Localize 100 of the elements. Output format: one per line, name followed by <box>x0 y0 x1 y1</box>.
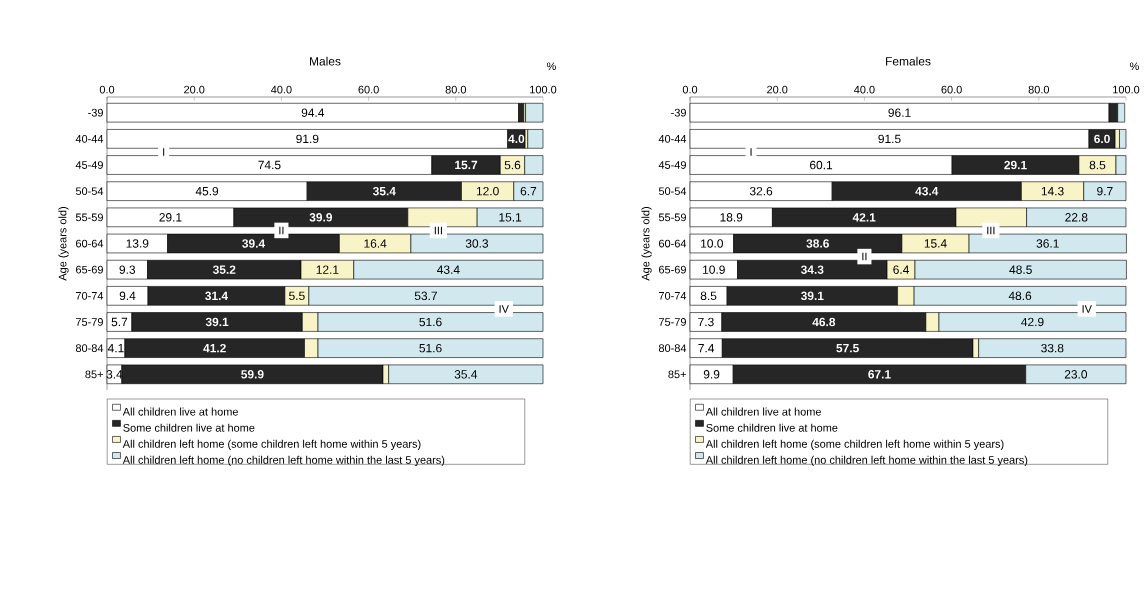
data-label: 36.1 <box>1036 239 1059 248</box>
data-label: 39.1 <box>800 291 824 301</box>
data-label: 12.0 <box>476 186 499 196</box>
x-axis-title: % <box>546 62 556 71</box>
data-label: 32.6 <box>749 186 773 196</box>
y-tick-label: 70-74 <box>659 291 687 300</box>
y-tick-label: 60-64 <box>76 239 104 248</box>
data-label: 18.9 <box>720 213 743 222</box>
annotation: II <box>279 226 284 235</box>
data-label: 41.2 <box>203 343 226 353</box>
data-label: 9.3 <box>119 265 136 274</box>
data-label: 8.5 <box>700 291 717 301</box>
y-tick-label: 50-54 <box>658 187 687 196</box>
data-label: 4.0 <box>508 134 525 144</box>
data-label: 59.9 <box>241 370 264 379</box>
x-tick-label: 0.0 <box>99 85 115 94</box>
legend-label: Some children live at home <box>123 423 255 432</box>
data-label: 43.4 <box>915 186 939 196</box>
data-label: 14.3 <box>1041 186 1064 196</box>
y-tick-label: 65-69 <box>76 265 103 274</box>
y-tick-label: 80-84 <box>658 344 687 353</box>
data-label: 42.9 <box>1021 317 1044 327</box>
legend-label: All children live at home <box>705 407 821 416</box>
data-label: 39.4 <box>242 239 266 248</box>
legend-label: All children left home (some children left home within 5 years) <box>122 439 421 450</box>
data-label: 51.6 <box>419 317 442 327</box>
data-label: 35.2 <box>212 265 236 274</box>
x-tick-label: 100.0 <box>530 85 557 94</box>
data-label: 94.4 <box>301 108 325 117</box>
data-label: 34.3 <box>800 265 824 274</box>
data-label: 60.1 <box>810 160 833 170</box>
y-tick-label: 85+ <box>668 370 686 379</box>
y-tick-label: 45-49 <box>75 161 103 169</box>
data-label: 9.9 <box>703 370 720 379</box>
legend-label: All children live at home <box>122 407 238 416</box>
data-label: 67.1 <box>868 370 891 379</box>
data-label: 43.4 <box>437 265 460 274</box>
data-label: 51.6 <box>419 343 442 353</box>
data-label: 22.8 <box>1065 213 1088 222</box>
data-label: 10.0 <box>701 239 723 248</box>
data-label: 15.1 <box>499 213 522 222</box>
data-label: 12.1 <box>316 265 339 274</box>
data-label: 39.1 <box>205 317 229 327</box>
legend-label: Some children live at home <box>706 423 838 432</box>
y-axis-title: Age (years old) <box>58 207 69 281</box>
data-label: 48.6 <box>1008 291 1032 301</box>
annotation: II <box>862 252 867 261</box>
x-tick-label: 40.0 <box>270 85 292 94</box>
data-label: 8.5 <box>1089 160 1106 170</box>
x-tick-label: 0.0 <box>682 85 698 94</box>
data-label: 74.5 <box>258 160 281 170</box>
data-label: 38.6 <box>806 239 829 248</box>
y-tick-label: 70-74 <box>76 291 104 300</box>
data-label: 35.4 <box>454 370 478 379</box>
annotation: IV <box>1082 305 1092 313</box>
y-tick-label: 75-79 <box>659 318 686 326</box>
annotation: IV <box>499 305 509 313</box>
y-tick-label: 50-54 <box>75 187 104 196</box>
y-tick-label: -39 <box>671 108 686 117</box>
y-tick-label: 65-69 <box>659 265 686 274</box>
legend-label: All children left home (no children left home within the last 5 years) <box>122 455 445 467</box>
data-label: 57.5 <box>836 343 859 353</box>
data-label: 6.4 <box>893 265 909 274</box>
data-label: 30.3 <box>465 239 489 248</box>
data-label: 7.3 <box>698 317 714 327</box>
data-label: 7.4 <box>698 344 715 353</box>
data-label: 16.4 <box>364 239 387 248</box>
y-tick-label: 80-84 <box>75 344 104 353</box>
data-label: 13.9 <box>126 239 149 248</box>
data-label: 15.4 <box>924 239 947 248</box>
chart-title: Females <box>886 56 931 66</box>
y-tick-label: 40-44 <box>658 134 687 143</box>
data-label: 96.1 <box>888 108 911 117</box>
data-label: 33.8 <box>1041 343 1064 353</box>
data-label: 42.1 <box>852 213 876 222</box>
annotation: III <box>987 226 995 235</box>
data-label: 46.8 <box>812 317 836 327</box>
data-label: 31.4 <box>205 291 228 301</box>
data-label: 5.5 <box>289 291 305 300</box>
y-tick-label: 40-44 <box>75 134 104 143</box>
data-label: 53.7 <box>414 291 437 301</box>
data-label: 9.7 <box>1097 186 1113 196</box>
annotation: I <box>163 148 165 156</box>
data-label: 48.5 <box>1009 265 1032 274</box>
x-tick-label: 60.0 <box>358 85 379 94</box>
data-label: 6.7 <box>520 186 537 196</box>
data-label: 9.4 <box>119 291 136 301</box>
data-label: 10.9 <box>703 265 725 274</box>
x-tick-label: 100.0 <box>1113 85 1140 94</box>
data-label: 45.9 <box>195 186 219 196</box>
x-tick-label: 80.0 <box>1028 85 1050 94</box>
y-tick-label: 60-64 <box>659 239 687 248</box>
data-label: 91.5 <box>878 134 901 144</box>
data-label: 5.6 <box>504 160 521 170</box>
y-tick-label: 85+ <box>85 370 103 379</box>
y-tick-label: 45-49 <box>658 161 686 169</box>
x-axis-title: % <box>1129 62 1139 71</box>
data-label: 4.1 <box>107 344 124 353</box>
x-tick-label: 40.0 <box>853 85 875 94</box>
annotation: I <box>750 148 752 156</box>
